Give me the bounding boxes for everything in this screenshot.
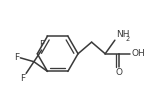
Text: O: O (115, 68, 122, 77)
Text: F: F (39, 40, 44, 49)
Text: OH: OH (131, 49, 145, 58)
Text: NH: NH (116, 30, 129, 39)
Text: F: F (20, 74, 25, 83)
Text: F: F (14, 53, 19, 62)
Text: 2: 2 (125, 36, 129, 42)
